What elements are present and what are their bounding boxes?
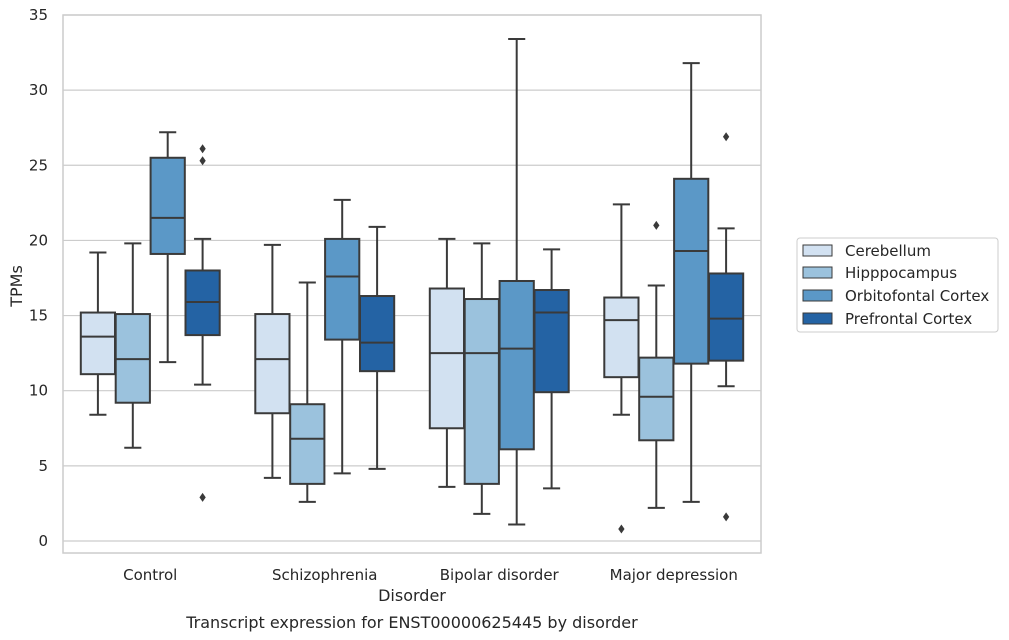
outlier-point [618,524,625,534]
box-iqr [254,313,291,415]
y-tick-labels: 0 5 10 15 20 25 30 35 [29,6,48,550]
y-tick-label-35: 35 [29,6,48,24]
box-hipppocampus-control [114,242,151,449]
box-cerebellum-control [79,251,117,416]
y-axis-label: TPMs [7,265,26,308]
legend-label-orbitofrontal-cortex: Orbitofontal Cortex [845,287,989,305]
outlier-point [653,220,660,230]
box-iqr [324,237,361,341]
y-tick-label-0: 0 [38,532,48,550]
box-orbitofontal-cortex-major-depression [673,62,710,503]
plot-frame [62,14,762,554]
legend: Cerebellum Hipppocampus Orbitofontal Cor… [796,237,999,333]
x-tick-labels: Control Schizophrenia Bipolar disorder Majo… [123,566,738,584]
y-tick-label-25: 25 [29,156,48,174]
outlier-point [722,132,730,142]
box-groups [79,38,745,534]
x-tick-label-major-depression: Major depression [610,566,738,584]
box-iqr [149,156,186,255]
legend-swatch-cerebellum [802,244,833,257]
legend-item-hippocampus: Hipppocampus [802,264,957,282]
legend-swatch-orbitofrontal-cortex [802,289,833,302]
y-tick-label-10: 10 [29,382,48,400]
x-tick-label-bipolar-disorder: Bipolar disorder [440,566,560,584]
box-iqr [673,177,710,365]
x-axis-label: Disorder [378,586,446,605]
box-iqr [603,296,640,379]
box-prefrontal-cortex-major-depression [707,132,745,522]
box-cerebellum-major-depression [603,203,640,534]
legend-item-cerebellum: Cerebellum [802,242,931,260]
box-iqr [638,356,675,442]
box-orbitofontal-cortex-schizophrenia [324,198,361,475]
y-tick-label-15: 15 [29,307,48,325]
box-iqr [463,298,500,485]
outlier-point [199,144,206,154]
legend-item-orbitofrontal-cortex: Orbitofontal Cortex [802,287,989,305]
legend-frame [796,237,999,333]
legend-item-prefrontal-cortex: Prefrontal Cortex [802,310,972,328]
box-prefrontal-cortex-schizophrenia [358,225,396,470]
box-prefrontal-cortex-control [184,144,221,502]
outlier-point [199,492,206,502]
box-iqr [79,311,117,376]
legend-label-cerebellum: Cerebellum [845,242,931,260]
box-cerebellum-schizophrenia [254,243,291,479]
y-tick-label-5: 5 [38,457,48,475]
box-prefrontal-cortex-bipolar-disorder [533,248,570,490]
box-orbitofontal-cortex-bipolar-disorder [498,38,535,526]
box-hipppocampus-schizophrenia [289,281,326,503]
box-hipppocampus-major-depression [638,220,675,509]
chart-caption: Transcript expression for ENST0000062544… [185,613,638,632]
box-iqr [707,272,745,362]
y-tick-label-30: 30 [29,81,48,99]
legend-label-hippocampus: Hipppocampus [845,264,957,282]
x-tick-label-control: Control [123,566,177,584]
x-tick-label-schizophrenia: Schizophrenia [272,566,377,584]
box-iqr [289,403,326,485]
legend-label-prefrontal-cortex: Prefrontal Cortex [845,310,972,328]
box-hipppocampus-bipolar-disorder [463,242,500,515]
box-iqr [498,279,535,451]
outlier-point [199,156,206,166]
y-tick-label-20: 20 [29,231,48,249]
box-iqr [533,289,570,394]
box-orbitofontal-cortex-control [149,131,186,364]
outlier-point [722,512,730,522]
legend-swatch-prefrontal-cortex [802,312,833,325]
box-iqr [428,287,466,430]
box-iqr [358,295,396,373]
box-cerebellum-bipolar-disorder [428,237,466,488]
legend-swatch-hippocampus [802,266,833,279]
